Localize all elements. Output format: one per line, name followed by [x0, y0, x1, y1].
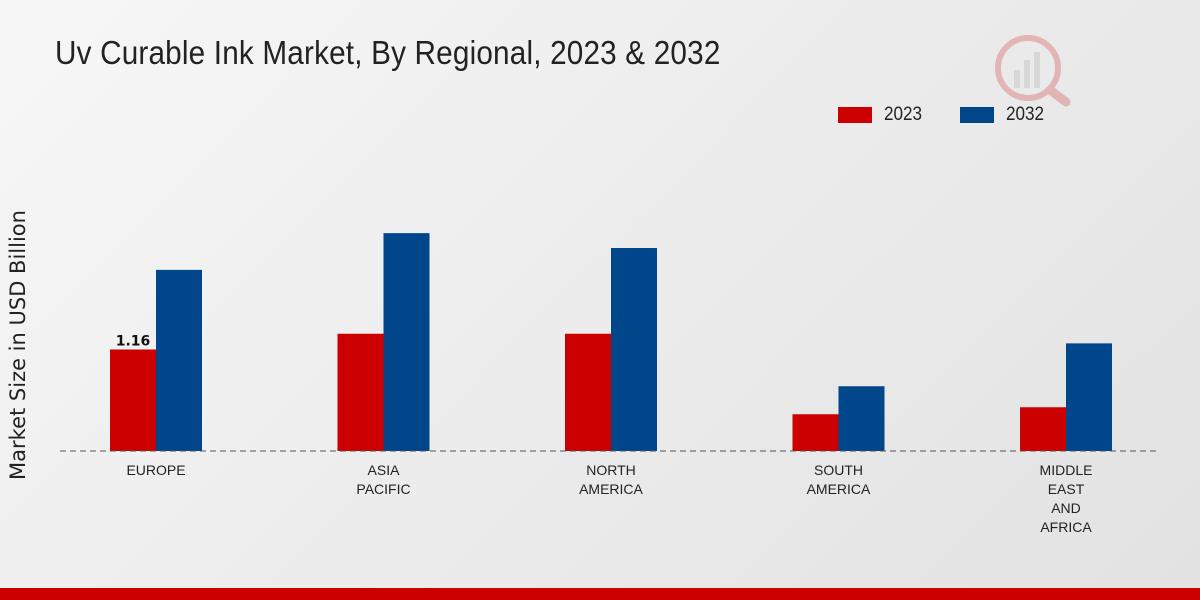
x-tick-label-middle-east-and-africa: MIDDLE EAST AND AFRICA [1040, 462, 1093, 535]
watermark-logo-icon [995, 35, 1071, 107]
chart-title: Uv Curable Ink Market, By Regional, 2023… [55, 34, 721, 71]
bar-2032-asia-pacific [383, 233, 430, 451]
x-tick-label-south-america: SOUTH AMERICA [807, 462, 871, 497]
bar-2032-europe [156, 269, 202, 451]
bar-2032-north-america [611, 248, 657, 451]
legend-swatch-2023 [838, 107, 872, 123]
data-label-2023-europe: 1.16 [116, 334, 151, 350]
bottom-accent-bar [0, 588, 1200, 600]
bar-2032-south-america [838, 386, 885, 451]
legend-item-2023[interactable]: 2023 [838, 104, 926, 126]
bar-2023-south-america [792, 414, 839, 451]
legend-label-2023: 2023 [884, 104, 923, 125]
legend-item-2032[interactable]: 2032 [960, 104, 1048, 126]
chart-legend: 2023 2032 [838, 104, 1049, 126]
bar-2032-middle-east-and-africa [1066, 343, 1112, 451]
x-tick-label-asia-pacific: ASIA PACIFIC [356, 462, 410, 497]
bar-2023-middle-east-and-africa [1020, 407, 1066, 451]
bar-2023-europe [110, 349, 156, 451]
x-tick-label-north-america: NORTH AMERICA [579, 462, 643, 497]
bar-2023-north-america [565, 333, 611, 451]
legend-label-2032: 2032 [1006, 104, 1045, 125]
x-tick-label-europe: EUROPE [126, 462, 185, 478]
legend-swatch-2032 [960, 107, 995, 123]
bar-2023-asia-pacific [337, 333, 384, 451]
